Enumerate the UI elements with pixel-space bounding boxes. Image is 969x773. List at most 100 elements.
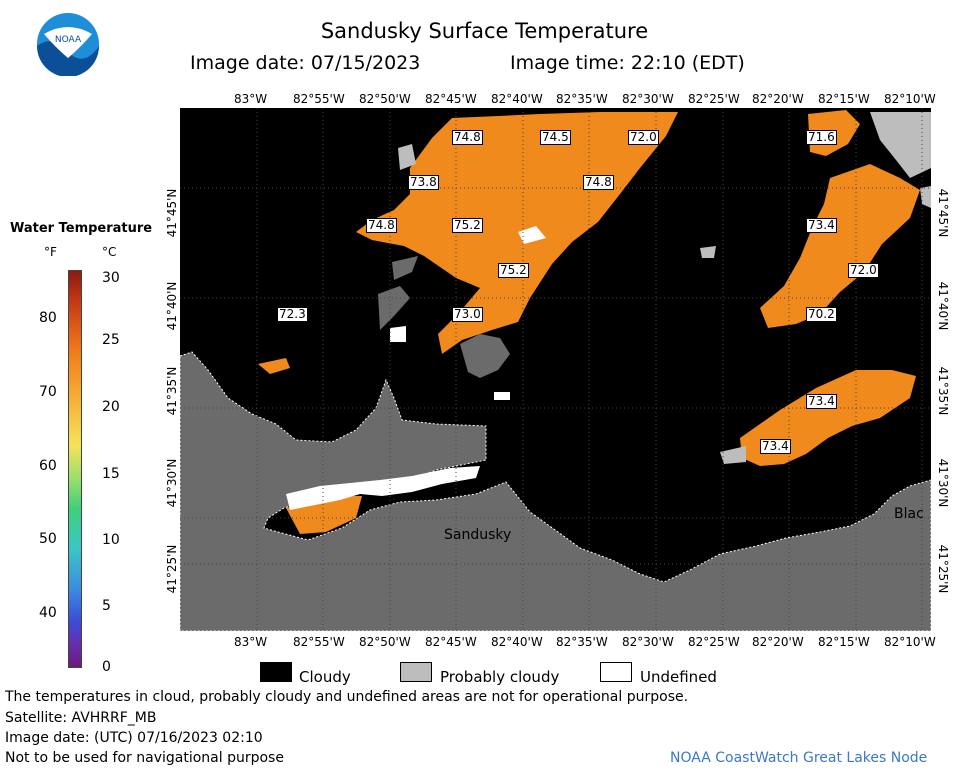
- lon-label-bottom-1: 82°55'W: [293, 635, 345, 649]
- lon-label-bottom-5: 82°35'W: [556, 635, 608, 649]
- legend-f-tick-0: 80: [39, 310, 57, 326]
- temperature-label-13: 70.2: [806, 307, 837, 322]
- lon-label-bottom-9: 82°15'W: [818, 635, 870, 649]
- legend-f-tick-1: 70: [39, 384, 57, 400]
- lon-label-top-7: 82°25'W: [688, 92, 740, 106]
- footer-utc-date: Image date: (UTC) 07/16/2023 02:10: [5, 730, 263, 746]
- lat-label-left-3: 41°30'N: [165, 458, 179, 508]
- lon-label-top-3: 82°45'W: [425, 92, 477, 106]
- lon-label-bottom-10: 82°10'W: [884, 635, 936, 649]
- lat-label-left-2: 41°35'N: [165, 366, 179, 416]
- temperature-label-11: 72.3: [277, 307, 308, 322]
- noaa-logo-icon: NOAA: [36, 12, 100, 77]
- legend-c-tick-0: 30: [102, 270, 120, 286]
- warm-water-small-w: [258, 358, 290, 374]
- probably-cloudy-nw: [398, 144, 416, 170]
- temperature-label-7: 75.2: [452, 218, 483, 233]
- probably-cloudy-se: [720, 446, 746, 464]
- lat-label-right-2: 41°35'N: [936, 366, 950, 416]
- lon-label-bottom-3: 82°45'W: [425, 635, 477, 649]
- footer-satellite: Satellite: AVHRRF_MB: [5, 710, 157, 726]
- footer-nav: Not to be used for navigational purpose: [5, 750, 284, 766]
- undefined-small-2: [494, 392, 510, 400]
- island-small-1: [378, 286, 410, 330]
- lat-label-left-1: 41°40'N: [165, 281, 179, 331]
- lon-label-top-9: 82°15'W: [818, 92, 870, 106]
- key-swatch-cloudy: [260, 662, 292, 682]
- temperature-label-10: 72.0: [848, 263, 879, 278]
- lon-label-top-5: 82°35'W: [556, 92, 608, 106]
- lon-label-bottom-8: 82°20'W: [752, 635, 804, 649]
- image-date: Image date: 07/15/2023: [190, 52, 421, 74]
- temperature-label-3: 71.6: [806, 130, 837, 145]
- svg-text:NOAA: NOAA: [55, 35, 82, 45]
- lon-label-bottom-6: 82°30'W: [622, 635, 674, 649]
- temperature-map: [179, 108, 932, 632]
- land-mainland: [179, 351, 932, 632]
- lon-label-top-0: 83°W: [234, 92, 268, 106]
- lon-label-bottom-0: 83°W: [234, 635, 268, 649]
- legend-c-tick-1: 25: [102, 332, 120, 348]
- legend-f-tick-3: 50: [39, 531, 57, 547]
- legend-c-tick-3: 15: [102, 466, 120, 482]
- legend-unit-c: °C: [102, 245, 117, 259]
- probably-cloudy-mid: [700, 246, 716, 258]
- temperature-label-12: 73.0: [452, 307, 483, 322]
- key-swatch-probably-cloudy: [400, 662, 432, 682]
- lon-label-top-2: 82°50'W: [359, 92, 411, 106]
- temperature-label-2: 72.0: [628, 130, 659, 145]
- temperature-label-15: 73.4: [760, 439, 791, 454]
- legend-c-tick-5: 5: [102, 598, 111, 614]
- lat-label-right-3: 41°30'N: [936, 458, 950, 508]
- lon-label-top-10: 82°10'W: [884, 92, 936, 106]
- lat-label-left-4: 41°25'N: [165, 544, 179, 594]
- key-label-undefined: Undefined: [640, 668, 717, 686]
- lon-label-top-1: 82°55'W: [293, 92, 345, 106]
- undefined-bay: [286, 466, 480, 510]
- legend-unit-f: °F: [44, 245, 57, 259]
- legend-c-tick-4: 10: [102, 532, 120, 548]
- lat-label-right-0: 41°45'N: [936, 188, 950, 238]
- key-label-probably-cloudy: Probably cloudy: [440, 668, 560, 686]
- lon-label-bottom-7: 82°25'W: [688, 635, 740, 649]
- temperature-label-9: 75.2: [498, 263, 529, 278]
- lat-label-right-4: 41°25'N: [936, 544, 950, 594]
- place-label-black-river: Blac: [894, 506, 924, 522]
- legend-c-tick-2: 20: [102, 399, 120, 415]
- temperature-label-8: 73.4: [806, 218, 837, 233]
- color-bar: [68, 270, 82, 668]
- legend-f-tick-2: 60: [39, 458, 57, 474]
- temperature-label-1: 74.5: [540, 130, 571, 145]
- lon-label-top-8: 82°20'W: [752, 92, 804, 106]
- map-canvas: [179, 108, 932, 632]
- warm-water-west: [356, 112, 678, 354]
- page-title: Sandusky Surface Temperature: [320, 19, 649, 43]
- island-small-2: [392, 256, 418, 280]
- lat-label-left-0: 41°45'N: [165, 188, 179, 238]
- temperature-label-4: 73.8: [408, 175, 439, 190]
- undefined-island: [518, 226, 546, 244]
- undefined-small: [390, 326, 406, 342]
- temperature-label-5: 74.8: [583, 175, 614, 190]
- temperature-label-14: 73.4: [806, 394, 837, 409]
- key-swatch-undefined: [600, 662, 632, 682]
- footer-note: The temperatures in cloud, probably clou…: [5, 689, 689, 705]
- temperature-label-0: 74.8: [452, 130, 483, 145]
- probably-cloudy-ne: [870, 112, 931, 178]
- lon-label-bottom-2: 82°50'W: [359, 635, 411, 649]
- lon-label-bottom-4: 82°40'W: [491, 635, 543, 649]
- place-label-sandusky: Sandusky: [444, 527, 512, 543]
- temperature-label-6: 74.8: [366, 218, 397, 233]
- lat-label-right-1: 41°40'N: [936, 281, 950, 331]
- lon-label-top-6: 82°30'W: [622, 92, 674, 106]
- footer-node-link[interactable]: NOAA CoastWatch Great Lakes Node: [670, 750, 928, 766]
- lon-label-top-4: 82°40'W: [491, 92, 543, 106]
- image-time: Image time: 22:10 (EDT): [510, 52, 745, 74]
- legend-title: Water Temperature: [10, 221, 153, 236]
- legend-c-tick-6: 0: [102, 659, 111, 675]
- key-label-cloudy: Cloudy: [299, 668, 351, 686]
- island-kelleys: [460, 334, 510, 378]
- probably-cloudy-e: [920, 186, 931, 208]
- warm-water-east: [760, 164, 920, 328]
- legend-f-tick-4: 40: [39, 605, 57, 621]
